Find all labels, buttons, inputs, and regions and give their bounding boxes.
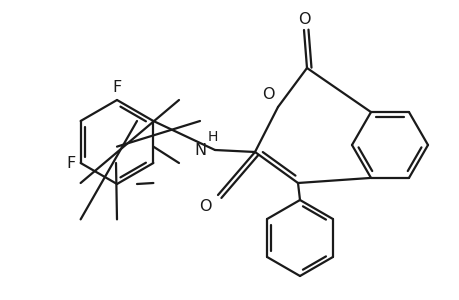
Text: F: F bbox=[112, 80, 121, 95]
Text: O: O bbox=[262, 87, 274, 102]
Text: F: F bbox=[66, 155, 75, 170]
Text: H: H bbox=[207, 130, 218, 144]
Text: O: O bbox=[297, 12, 309, 27]
Text: N: N bbox=[195, 142, 207, 158]
Text: O: O bbox=[199, 199, 212, 214]
